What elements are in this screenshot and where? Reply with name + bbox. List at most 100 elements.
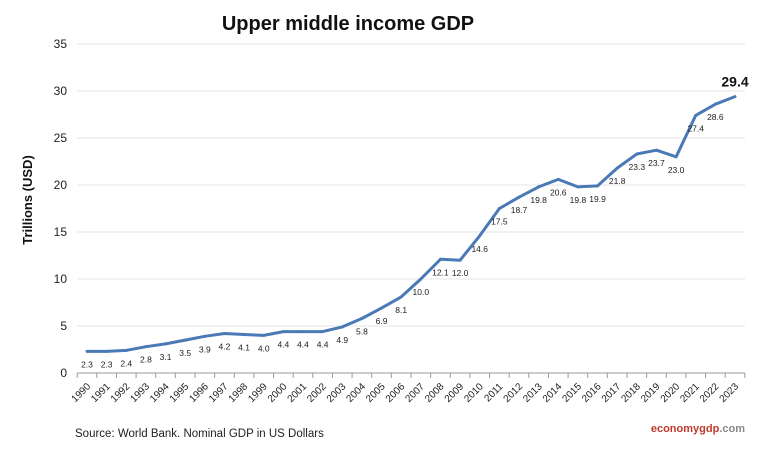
data-label: 29.4: [721, 74, 748, 90]
data-point: [105, 349, 109, 353]
y-tick-label: 0: [60, 366, 67, 380]
x-tick-label: 2017: [600, 381, 624, 405]
x-tick-label: 2014: [541, 381, 565, 405]
data-point: [262, 333, 266, 337]
data-point: [458, 258, 462, 262]
x-tick-label: 2008: [423, 381, 447, 405]
data-label: 21.8: [609, 176, 626, 186]
data-point: [281, 330, 285, 334]
data-label: 3.5: [179, 348, 191, 358]
data-label: 4.0: [258, 343, 270, 353]
data-point: [497, 207, 501, 210]
y-tick-label: 15: [54, 225, 68, 239]
data-point: [596, 184, 600, 188]
data-point: [203, 334, 207, 338]
data-label: 2.3: [81, 359, 93, 369]
data-point: [635, 152, 639, 156]
brand-part-2: gdp: [699, 423, 719, 435]
data-label: 19.9: [589, 194, 606, 204]
data-label: 8.1: [395, 305, 407, 315]
x-tick-label: 2005: [364, 381, 388, 405]
data-point: [164, 342, 168, 346]
y-tick-label: 5: [60, 319, 67, 333]
y-tick-label: 30: [54, 84, 68, 98]
data-label: 20.6: [550, 187, 567, 197]
x-tick-label: 1991: [89, 381, 113, 405]
data-label: 14.6: [471, 244, 488, 254]
x-tick-label: 2012: [502, 381, 526, 405]
data-point: [556, 177, 560, 181]
data-label: 23.0: [668, 165, 685, 175]
data-point: [478, 234, 482, 238]
y-tick-label: 25: [54, 131, 68, 145]
data-label: 4.9: [336, 335, 348, 345]
data-label: 4.2: [219, 342, 231, 352]
data-label: 19.8: [570, 195, 587, 205]
data-label: 4.4: [277, 340, 289, 350]
data-label: 23.3: [629, 162, 646, 172]
y-tick-label: 10: [54, 272, 68, 286]
data-point: [733, 95, 737, 99]
data-point: [242, 332, 246, 336]
data-point: [517, 195, 521, 199]
x-tick-label: 2010: [462, 381, 486, 405]
x-tick-label: 1997: [207, 381, 231, 405]
x-tick-label: 1999: [246, 381, 270, 405]
x-tick-label: 2016: [580, 381, 604, 405]
data-point: [144, 345, 148, 349]
data-point: [85, 349, 89, 353]
data-point: [321, 330, 325, 334]
data-label: 4.4: [297, 340, 309, 350]
y-tick-label: 20: [54, 178, 68, 192]
x-tick-label: 2018: [619, 381, 643, 405]
x-tick-label: 2000: [266, 381, 290, 405]
data-point: [438, 257, 442, 261]
x-tick-label: 2023: [718, 381, 742, 405]
x-tick-label: 1995: [168, 381, 192, 405]
x-tick-label: 1994: [148, 381, 172, 405]
data-point: [694, 113, 698, 117]
x-tick-label: 2007: [403, 381, 427, 405]
x-tick-label: 2009: [443, 381, 467, 405]
x-tick-label: 2004: [345, 381, 369, 405]
x-tick-label: 2015: [561, 381, 585, 405]
data-label: 2.4: [120, 358, 132, 368]
chart-title: Upper middle income GDP: [222, 13, 474, 35]
data-point: [615, 166, 619, 170]
data-label: 5.8: [356, 326, 368, 336]
gdp-series-line: [87, 95, 736, 353]
x-tick-label: 1998: [227, 381, 251, 405]
brand-logo: economygdp.com: [651, 423, 745, 435]
y-axis-label: Trillions (USD): [20, 155, 35, 245]
data-label: 3.9: [199, 344, 211, 354]
x-tick-label: 1996: [187, 381, 211, 405]
data-point: [654, 148, 658, 152]
data-label: 4.4: [317, 340, 329, 350]
data-point: [360, 316, 364, 320]
data-point: [674, 155, 678, 159]
data-point: [537, 185, 541, 189]
x-tick-label: 2013: [521, 381, 545, 405]
data-label: 12.0: [452, 268, 469, 278]
brand-part-3: .com: [719, 423, 745, 435]
data-point: [124, 348, 128, 352]
brand-part-1: economy: [651, 423, 700, 435]
x-tick-label: 1992: [109, 381, 133, 405]
x-tick-label: 2006: [384, 381, 408, 405]
data-label: 27.4: [687, 123, 704, 133]
x-tick-label: 2019: [639, 381, 663, 405]
x-tick-label: 2021: [678, 381, 702, 405]
data-point: [419, 277, 423, 281]
y-tick-label: 35: [54, 37, 68, 51]
data-label: 3.1: [160, 352, 172, 362]
data-label: 12.1: [432, 267, 449, 277]
data-point: [399, 295, 403, 299]
data-point: [222, 332, 226, 336]
data-label: 2.8: [140, 355, 152, 365]
x-tick-label: 1993: [129, 381, 153, 405]
source-note: Source: World Bank. Nominal GDP in US Do…: [75, 428, 324, 440]
data-label: 10.0: [413, 287, 430, 297]
x-tick-label: 2011: [482, 381, 505, 404]
data-label: 17.5: [491, 217, 508, 227]
